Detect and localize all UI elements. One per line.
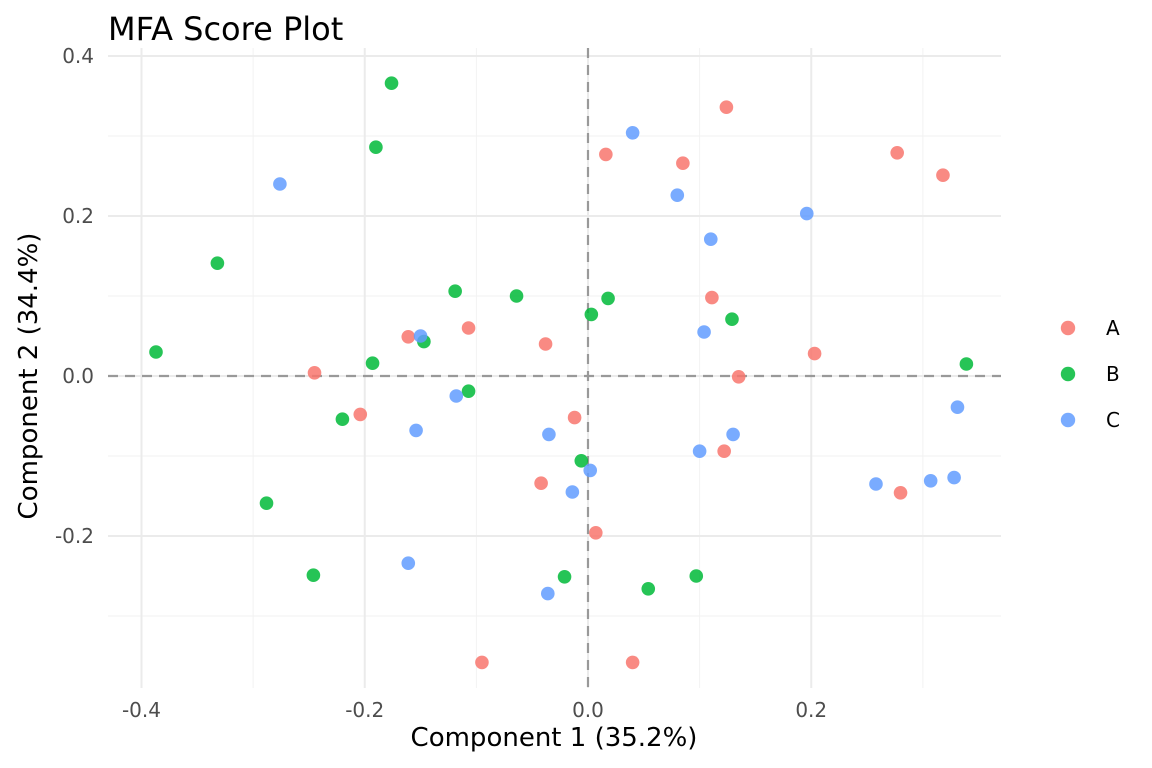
data-points [149,76,974,670]
y-axis-ticks: -0.2 0.0 0.2 0.4 [55,44,94,548]
legend-label-C: C [1106,408,1120,432]
point-B [601,291,615,306]
legend-key-B [1060,366,1076,382]
x-tick-label: 0.2 [795,698,827,722]
point-C [869,477,883,491]
point-A [893,486,908,500]
point-A [890,146,904,160]
point-C [947,470,961,485]
point-B [369,140,383,154]
legend-label-B: B [1106,362,1120,386]
reference-lines [108,48,1001,688]
legend-key-C [1060,412,1076,428]
point-C [799,206,814,221]
point-C [565,485,580,499]
point-B [959,357,974,371]
point-C [726,427,740,442]
point-B [509,289,524,303]
point-A [401,330,416,344]
y-tick-label: -0.2 [55,524,94,548]
chart-title: MFA Score Plot [108,10,343,48]
point-A [717,444,731,459]
legend-label-A: A [1106,316,1120,340]
y-tick-label: 0.2 [62,204,94,228]
point-B [259,496,274,511]
x-axis-title: Component 1 (35.2%) [411,723,698,753]
point-C [583,463,598,478]
point-A [589,526,603,540]
point-A [625,655,640,670]
y-tick-label: 0.4 [62,44,94,68]
point-C [923,474,938,488]
point-A [307,366,322,380]
point-B [725,312,739,327]
point-C [670,188,685,202]
point-B [461,384,476,399]
grid [108,48,1001,688]
point-C [697,325,711,339]
point-A [807,346,822,361]
x-tick-label: 0.0 [572,698,604,722]
point-A [475,655,489,670]
series-B [149,76,974,596]
point-A [534,476,548,491]
point-B [584,307,599,322]
point-A [538,337,553,351]
point-A [676,156,690,170]
point-A [599,147,613,162]
x-tick-label: -0.4 [122,698,161,722]
x-tick-label: -0.2 [345,698,384,722]
point-C [703,232,718,246]
legend: ABC [1060,316,1120,432]
point-B [335,412,350,427]
series-C [273,126,965,601]
point-B [384,76,399,90]
point-B [210,256,225,271]
point-B [149,345,163,359]
point-B [557,570,572,584]
point-A [705,290,719,305]
series-A [307,100,950,670]
point-A [353,407,368,422]
point-C [542,427,556,442]
x-axis-ticks: -0.4 -0.2 0.0 0.2 [122,698,827,722]
legend-key-A [1060,320,1076,336]
point-B [574,454,589,468]
point-C [401,556,416,570]
y-axis-title: Component 2 (34.4%) [14,233,44,520]
point-A [936,168,950,182]
point-B [448,284,462,299]
point-A [567,410,582,425]
point-C [413,329,428,343]
point-C [273,177,287,191]
point-B [641,582,656,596]
point-B [306,568,321,582]
point-A [719,100,734,114]
point-C [409,423,423,438]
point-C [950,400,965,415]
point-A [461,321,476,335]
y-tick-label: 0.0 [62,364,94,388]
point-B [365,356,380,371]
point-C [692,444,707,459]
point-C [449,389,464,403]
point-B [689,569,704,583]
point-C [541,586,555,601]
point-A [731,370,746,384]
point-C [625,126,640,140]
